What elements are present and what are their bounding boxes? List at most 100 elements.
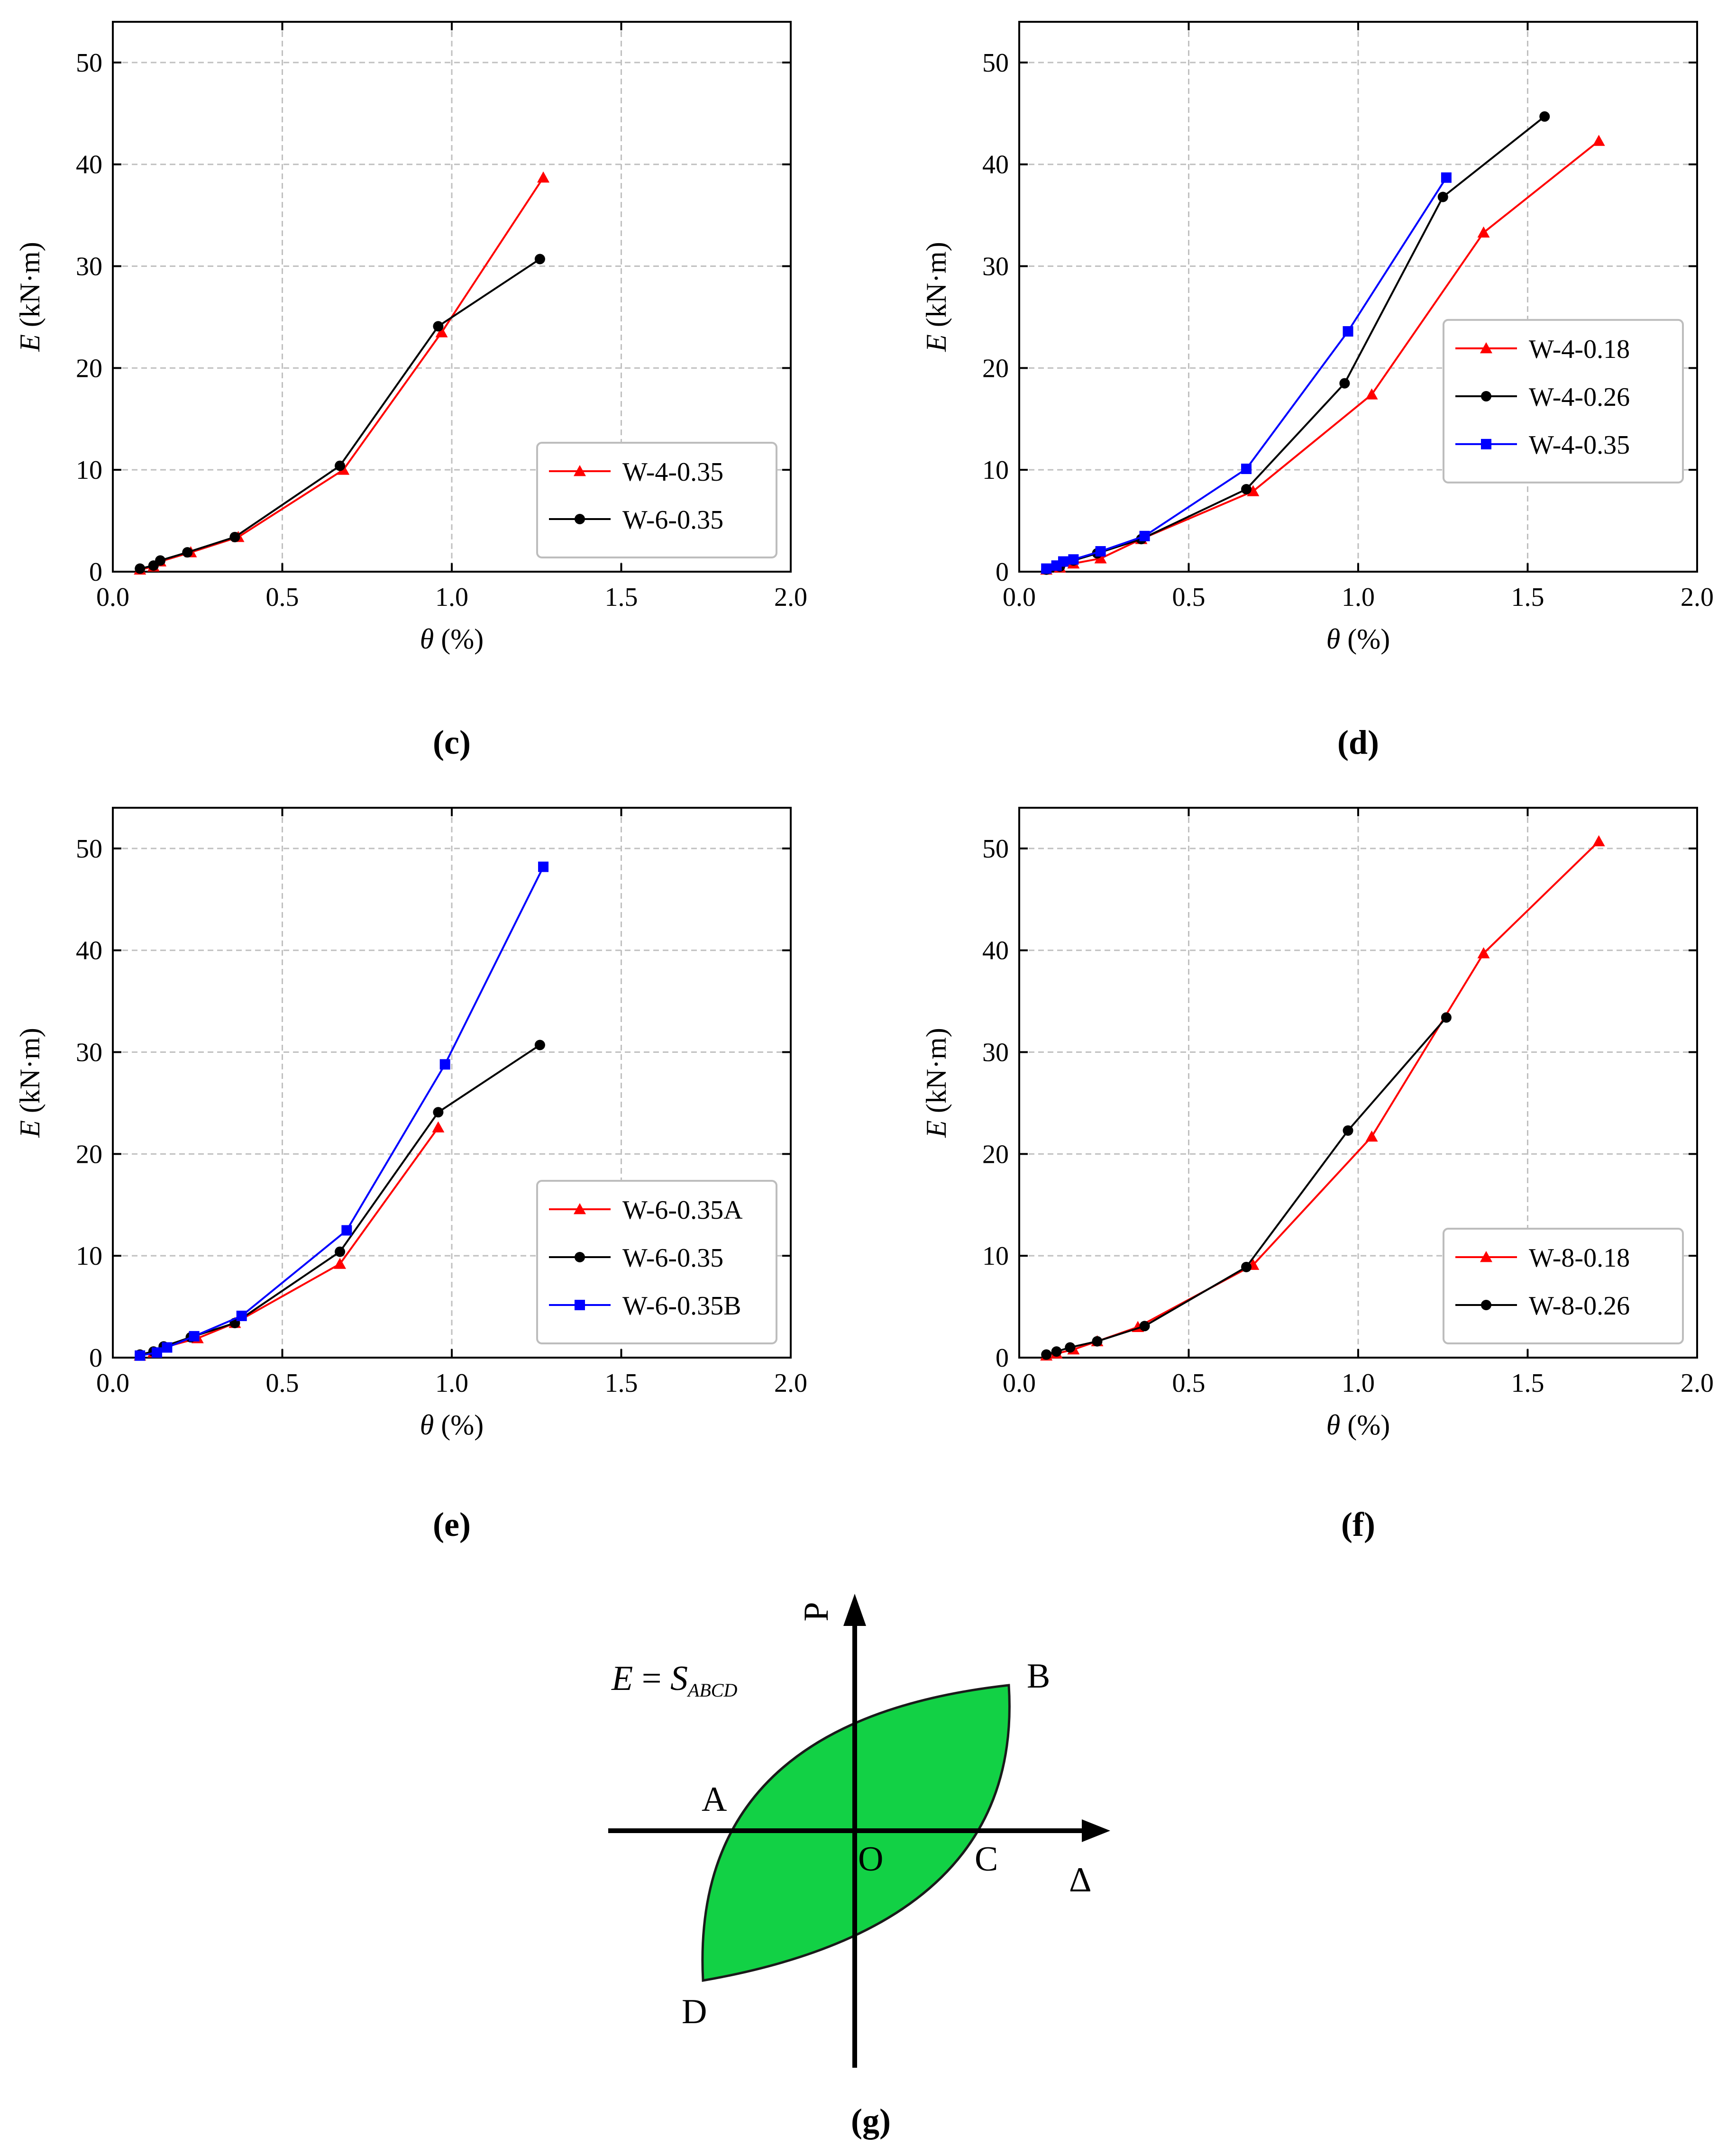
legend-marker — [1481, 1300, 1491, 1310]
data-point-W-4-0.35 — [1058, 556, 1069, 567]
legend-marker — [574, 1203, 586, 1214]
x-tick-label: 1.0 — [1342, 1369, 1375, 1398]
x-tick-label: 0.0 — [96, 1369, 129, 1398]
p-axis-arrowhead — [843, 1594, 866, 1626]
data-point-W-4-0.26 — [1437, 192, 1448, 202]
y-axis-unit: (kN·m) — [921, 1028, 952, 1120]
data-point-W-4-0.35 — [1041, 563, 1052, 574]
y-axis-label: E (kN·m) — [14, 1028, 46, 1138]
y-tick-label: 20 — [76, 354, 102, 383]
data-point-W-4-0.35 — [1343, 326, 1353, 337]
data-point-W-6-0.35 — [155, 555, 166, 566]
series-line-W-8-0.26 — [1046, 1017, 1447, 1356]
legend-label: W-4-0.18 — [1529, 335, 1630, 364]
x-tick-label: 1.0 — [435, 1369, 468, 1398]
formula-subscript: ABCD — [686, 1679, 738, 1701]
legend-label: W-4-0.35 — [1529, 430, 1630, 460]
data-point-W-6-0.35B — [135, 1350, 146, 1361]
x-tick-label: 0.5 — [266, 1369, 299, 1398]
x-axis-var: θ — [1326, 623, 1340, 655]
legend-marker — [575, 1300, 585, 1310]
legend-label: W-8-0.18 — [1529, 1243, 1630, 1273]
data-point-W-6-0.35A — [432, 1121, 445, 1132]
data-point-W-4-0.18 — [1477, 226, 1490, 238]
legend-marker — [574, 465, 586, 476]
chart-panel-f: 0.0 0.5 1.0 1.5 2.0 0 10 20 30 40 50 θ (%) E (kN·m… — [921, 807, 1714, 1543]
y-axis-var: E — [14, 334, 46, 352]
p-axis-label: P — [797, 1602, 836, 1621]
data-point-W-8-0.26 — [1065, 1342, 1076, 1353]
y-axis-label: E (kN·m) — [921, 1028, 952, 1138]
x-tick-label: 0.0 — [1003, 1369, 1036, 1398]
y-tick-label: 0 — [996, 1343, 1009, 1373]
formula: E = SABCD — [611, 1659, 737, 1701]
data-point-W-6-0.35 — [433, 321, 444, 332]
legend: W-4-0.18 W-4-0.26 W-4-0.35 — [1443, 319, 1684, 484]
x-axis-var: θ — [420, 623, 434, 655]
legend: W-8-0.18 W-8-0.26 — [1443, 1228, 1684, 1344]
series-layer — [1040, 835, 1605, 1361]
x-tick-label: 2.0 — [1681, 583, 1714, 612]
x-tick-label: 1.5 — [605, 583, 638, 612]
y-tick-label: 30 — [982, 252, 1009, 282]
legend-label: W-4-0.35 — [622, 457, 723, 487]
y-tick-label: 10 — [982, 1241, 1009, 1271]
y-axis-label: E (kN·m) — [921, 242, 952, 352]
series-line-W-6-0.35B — [139, 866, 544, 1357]
data-point-W-6-0.35 — [335, 460, 346, 471]
data-point-W-6-0.35 — [433, 1107, 444, 1118]
y-tick-label: 50 — [76, 48, 102, 78]
data-point-W-6-0.35 — [534, 254, 545, 265]
data-point-W-4-0.35 — [1241, 464, 1252, 475]
data-point-W-6-0.35 — [229, 531, 240, 542]
y-axis-unit: (kN·m) — [14, 1028, 46, 1120]
legend-label: W-6-0.35 — [622, 1243, 723, 1273]
formula-equals: = — [633, 1659, 670, 1698]
y-tick-label: 50 — [982, 48, 1009, 78]
data-point-W-6-0.35A — [334, 1258, 347, 1269]
y-axis-unit: (kN·m) — [921, 242, 952, 334]
data-point-W-6-0.35B — [151, 1347, 162, 1358]
y-tick-label: 50 — [76, 834, 102, 864]
data-point-W-4-0.35 — [1068, 554, 1079, 565]
x-tick-label: 1.0 — [435, 583, 468, 612]
point-a-label: A — [702, 1780, 727, 1819]
x-axis-label: θ (%) — [420, 623, 484, 655]
axis-ticks: 0.0 0.5 1.0 1.5 2.0 0 10 20 30 40 50 — [76, 22, 807, 612]
panel-caption: (f) — [1341, 1506, 1375, 1543]
legend-box — [1443, 319, 1684, 484]
panel-caption: (d) — [1337, 723, 1379, 761]
y-tick-label: 40 — [76, 936, 102, 966]
data-point-W-4-0.18 — [1094, 552, 1107, 564]
x-tick-label: 1.5 — [1511, 583, 1544, 612]
chart-panel-d: 0.0 0.5 1.0 1.5 2.0 0 10 20 30 40 50 θ (%) E (kN·m… — [921, 21, 1714, 761]
data-point-W-4-0.35 — [537, 171, 550, 183]
y-tick-label: 0 — [89, 1343, 102, 1373]
y-tick-label: 10 — [76, 456, 102, 485]
axis-ticks: 0.0 0.5 1.0 1.5 2.0 0 10 20 30 40 50 — [982, 808, 1714, 1398]
delta-axis-arrowhead — [1082, 1819, 1110, 1842]
x-axis-label: θ (%) — [420, 1409, 484, 1441]
grid-lines — [1019, 22, 1697, 572]
point-b-label: B — [1027, 1657, 1050, 1696]
axis-ticks: 0.0 0.5 1.0 1.5 2.0 0 10 20 30 40 50 — [982, 22, 1714, 612]
data-point-W-4-0.18 — [1247, 485, 1260, 496]
data-point-W-8-0.18 — [1365, 1130, 1378, 1142]
data-point-W-8-0.26 — [1041, 1349, 1052, 1360]
origin-label: O — [858, 1840, 883, 1879]
y-tick-label: 30 — [76, 252, 102, 282]
data-point-W-6-0.35B — [439, 1059, 450, 1070]
data-point-W-4-0.35 — [1441, 172, 1452, 183]
y-tick-label: 30 — [76, 1038, 102, 1068]
data-point-W-8-0.26 — [1092, 1336, 1103, 1347]
point-c-label: C — [975, 1840, 998, 1879]
data-point-W-8-0.26 — [1241, 1261, 1252, 1272]
x-tick-label: 1.0 — [1342, 583, 1375, 612]
series-layer — [1040, 111, 1605, 575]
series-line-W-6-0.35 — [139, 1044, 541, 1356]
panel-caption: (e) — [433, 1506, 471, 1543]
legend-label: W-6-0.35B — [622, 1291, 741, 1321]
x-tick-label: 0.5 — [1172, 583, 1206, 612]
series-line-W-4-0.35 — [139, 177, 544, 571]
panel-caption: (c) — [433, 723, 471, 761]
